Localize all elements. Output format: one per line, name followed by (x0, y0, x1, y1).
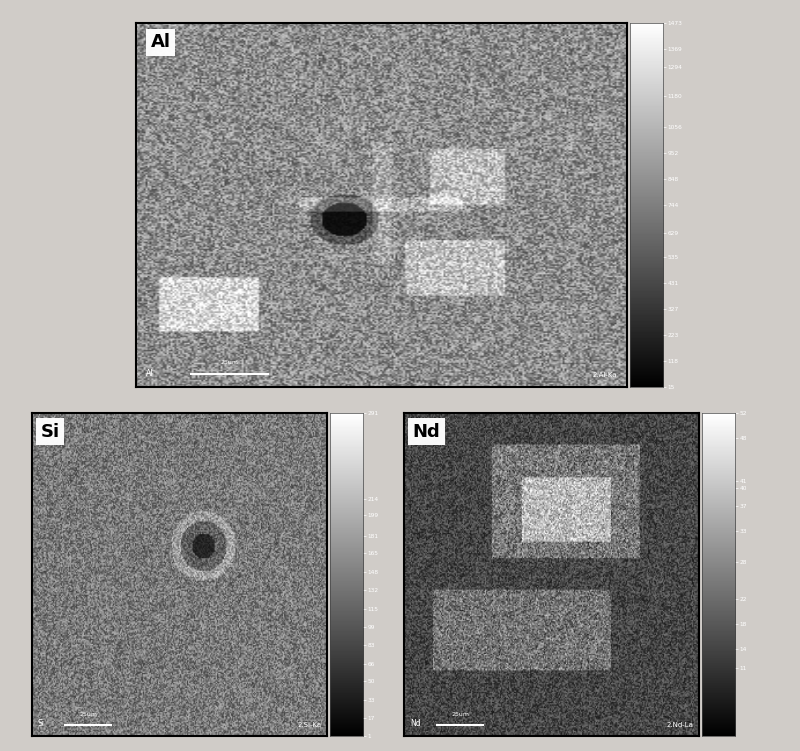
Text: 25um: 25um (79, 712, 97, 716)
Text: Si: Si (41, 423, 60, 441)
Text: Al: Al (146, 369, 154, 378)
Text: Si: Si (38, 719, 45, 728)
Text: Nd: Nd (410, 719, 421, 728)
Text: 2.Nd-La: 2.Nd-La (666, 722, 694, 728)
Text: 25um: 25um (451, 712, 469, 716)
Text: 2.Si-Ka: 2.Si-Ka (297, 722, 322, 728)
Text: Al: Al (150, 34, 170, 52)
Text: 25um: 25um (220, 360, 238, 365)
Text: 2.Al-Ka: 2.Al-Ka (593, 372, 618, 378)
Text: Nd: Nd (413, 423, 441, 441)
